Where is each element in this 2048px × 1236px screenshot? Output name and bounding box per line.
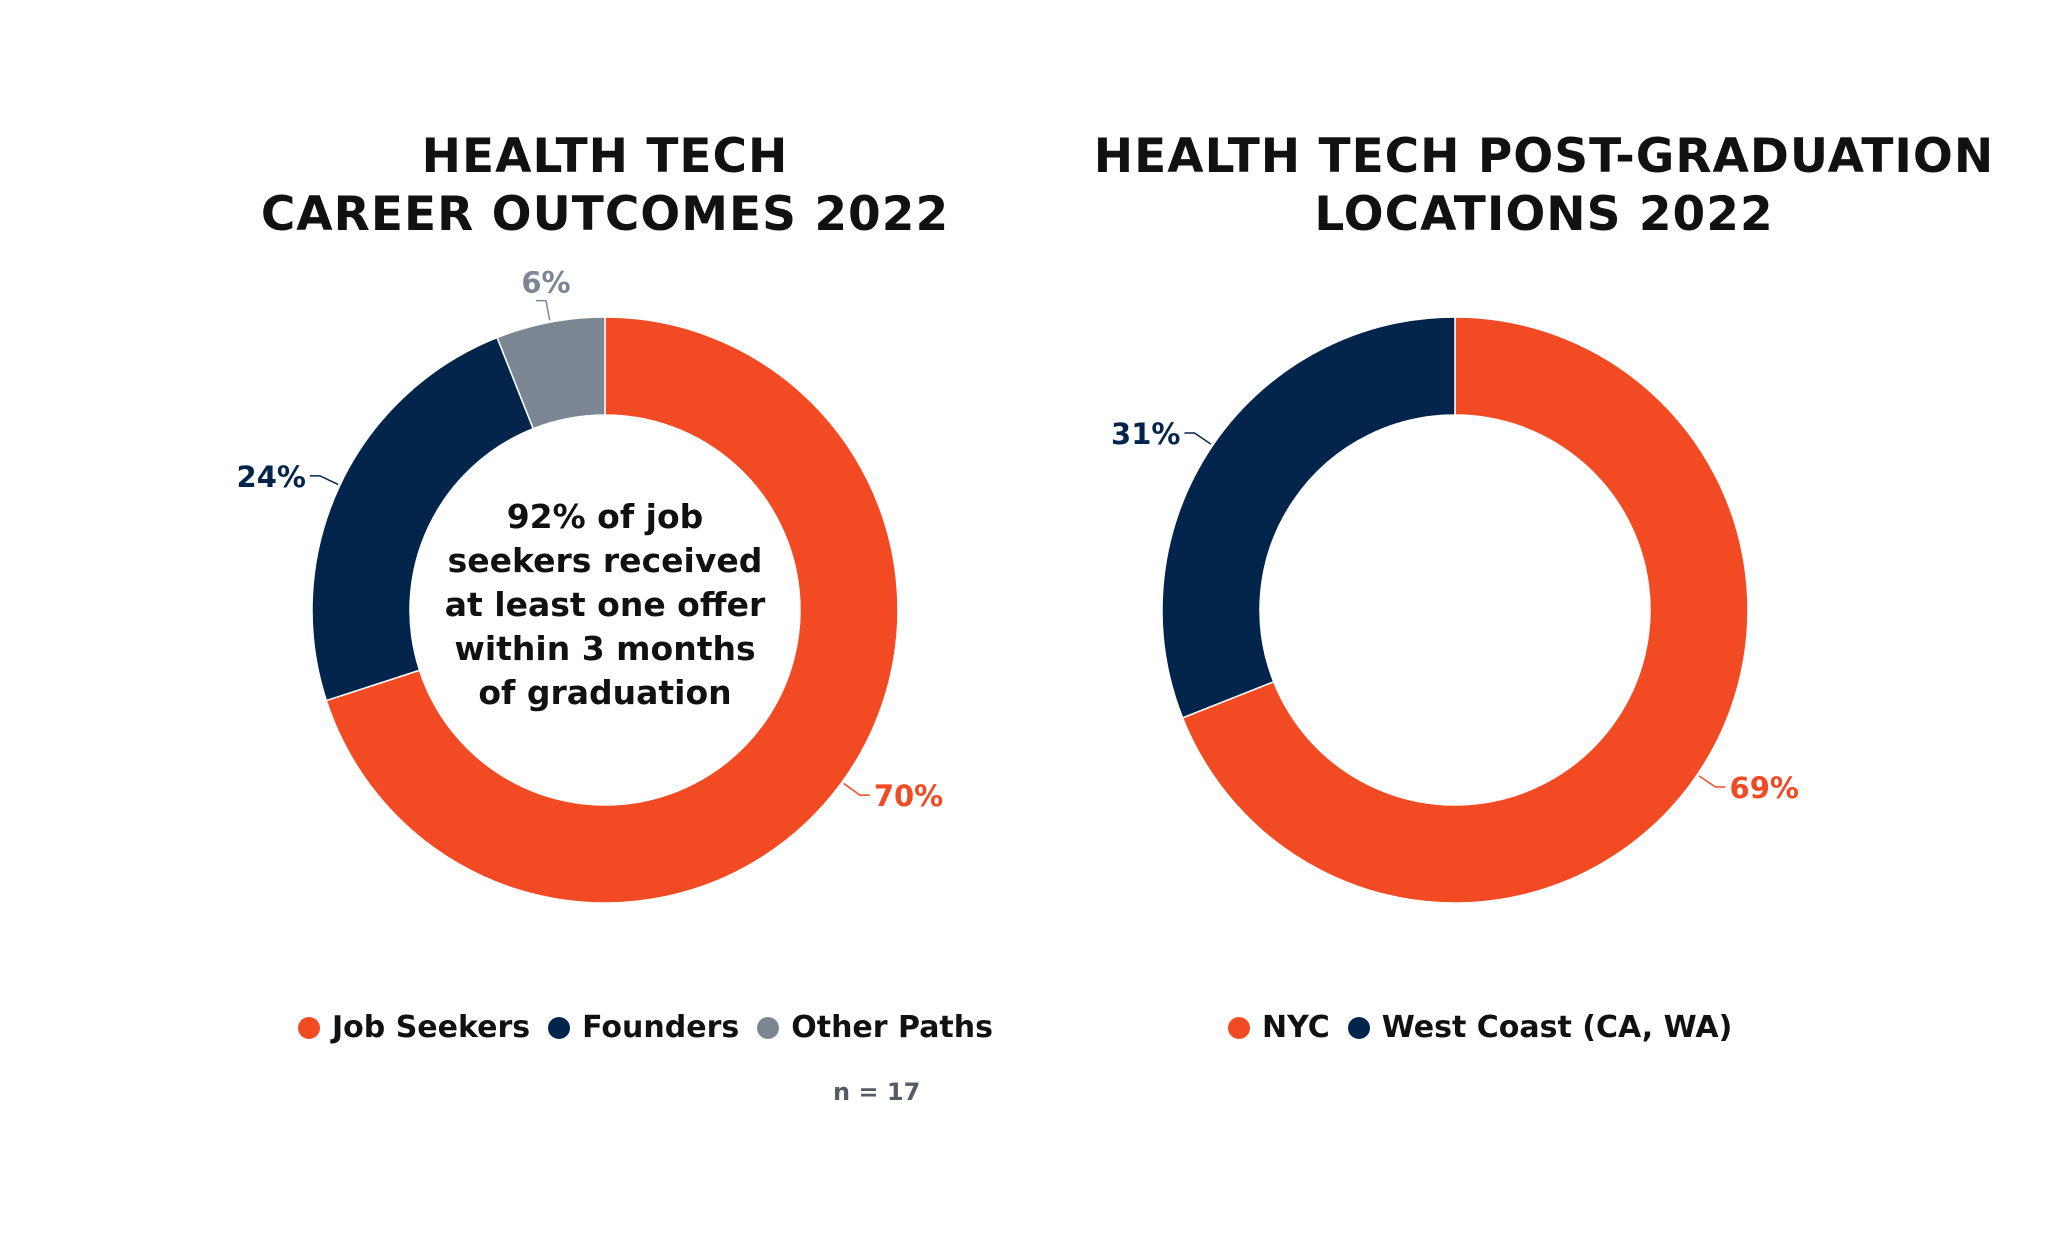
title-line-2: CAREER OUTCOMES 2022 xyxy=(260,187,950,242)
legend-item-nyc: NYC xyxy=(1228,1010,1330,1045)
chart-title-locations: HEALTH TECH POST-GRADUATION LOCATIONS 20… xyxy=(1040,128,2048,244)
center-text-line: within 3 months xyxy=(454,629,756,668)
leader-line-job-seekers xyxy=(843,782,870,796)
legend-label: Other Paths xyxy=(791,1010,993,1045)
post-graduation-locations-panel: HEALTH TECH POST-GRADUATION LOCATIONS 20… xyxy=(1040,0,2048,1236)
donut-slice-founders xyxy=(311,336,535,702)
chart-legend: NYC West Coast (CA, WA) xyxy=(1228,1010,1732,1045)
donut-slice-job-seekers xyxy=(325,316,899,904)
data-label-nyc: 69% xyxy=(1730,771,1799,805)
center-text-line: of graduation xyxy=(478,673,732,712)
leader-line-founders xyxy=(309,475,339,486)
data-label-west-coast-ca-wa: 31% xyxy=(1111,417,1180,451)
data-label-job-seekers: 70% xyxy=(874,779,943,813)
legend-label: West Coast (CA, WA) xyxy=(1381,1010,1733,1045)
center-text-line: 92% of job xyxy=(506,497,704,536)
center-text-line: at least one offer xyxy=(444,585,766,624)
donut-slice-other-paths xyxy=(496,316,606,430)
legend-label: NYC xyxy=(1262,1010,1330,1045)
center-text-line: seekers received xyxy=(447,541,763,580)
data-label-founders: 24% xyxy=(237,460,306,494)
title-line-2: LOCATIONS 2022 xyxy=(1314,187,1774,242)
legend-item-other-paths: Other Paths xyxy=(757,1010,993,1045)
legend-swatch xyxy=(757,1016,780,1039)
legend-swatch xyxy=(548,1016,571,1039)
title-line-1: HEALTH TECH xyxy=(421,129,789,184)
legend-swatch xyxy=(1347,1016,1370,1039)
career-outcomes-panel: HEALTH TECH CAREER OUTCOMES 2022 70% 24% 6… xyxy=(0,128,1210,1106)
legend-item-job-seekers: Job Seekers xyxy=(298,1010,530,1045)
chart-title-career-outcomes: HEALTH TECH CAREER OUTCOMES 2022 xyxy=(0,128,1210,244)
leader-line-other-paths xyxy=(535,299,551,321)
data-label-other-paths: 6% xyxy=(521,266,570,300)
legend-item-west-coast-ca-wa: West Coast (CA, WA) xyxy=(1347,1010,1733,1045)
legend-swatch xyxy=(298,1016,320,1039)
leader-line-west-coast-ca-wa xyxy=(1184,432,1212,445)
locations-donut-chart: 69% 31% xyxy=(1111,316,1799,904)
legend-item-founders: Founders xyxy=(548,1010,739,1045)
career-outcomes-donut-chart: 70% 24% 6% xyxy=(237,266,943,904)
donut-slice-nyc xyxy=(1181,316,1749,904)
sample-size-note: n = 17 xyxy=(833,1078,921,1106)
title-line-1: HEALTH TECH POST-GRADUATION xyxy=(1093,129,1995,184)
chart-legend: Job Seekers Founders Other Paths xyxy=(298,1010,993,1045)
legend-label: Job Seekers xyxy=(332,1010,531,1045)
leader-line-nyc xyxy=(1698,775,1726,788)
legend-label: Founders xyxy=(582,1010,740,1045)
donut-center-text: 92% of job seekers received at least one… xyxy=(405,495,805,715)
legend-swatch xyxy=(1228,1016,1250,1039)
donut-slice-west-coast-ca-wa xyxy=(1161,316,1456,719)
